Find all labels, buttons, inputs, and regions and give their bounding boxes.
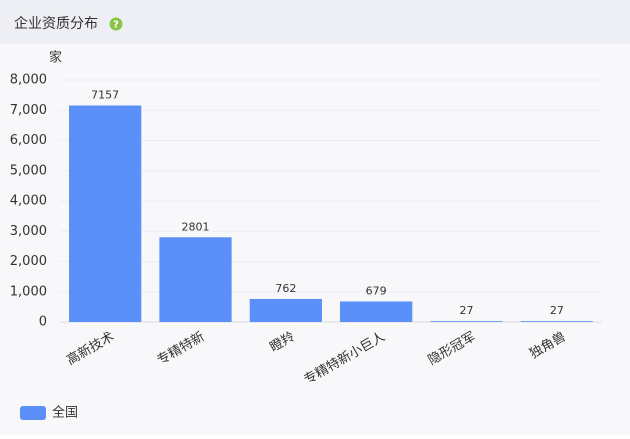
data-label: 27 [550,304,564,317]
y-tick-label: 2,000 [10,254,47,269]
data-label: 2801 [182,220,210,233]
help-icon[interactable] [109,17,123,31]
data-label: 679 [366,284,387,297]
legend-label: 全国 [52,405,78,421]
bar [340,301,413,322]
chart-title: 企业资质分布 [14,15,98,32]
bar [159,237,232,322]
y-axis-label: 家 [49,50,62,66]
y-tick-label: 4,000 [10,194,47,209]
y-tick-label: 8,000 [10,73,47,88]
bar [520,321,593,322]
data-label: 27 [460,304,474,317]
data-label: 762 [275,282,296,295]
bar [69,105,142,322]
bar [430,321,503,322]
legend-swatch [20,406,46,420]
y-tick-label: 1,000 [10,284,47,299]
y-tick-label: 6,000 [10,133,47,148]
header [0,0,630,44]
help-icon-glyph: ? [113,20,119,31]
y-tick-label: 0 [39,315,47,330]
data-label: 7157 [91,89,119,102]
y-tick-label: 7,000 [10,103,47,118]
y-tick-label: 3,000 [10,224,47,239]
bar [249,298,322,322]
y-tick-label: 5,000 [10,163,47,178]
